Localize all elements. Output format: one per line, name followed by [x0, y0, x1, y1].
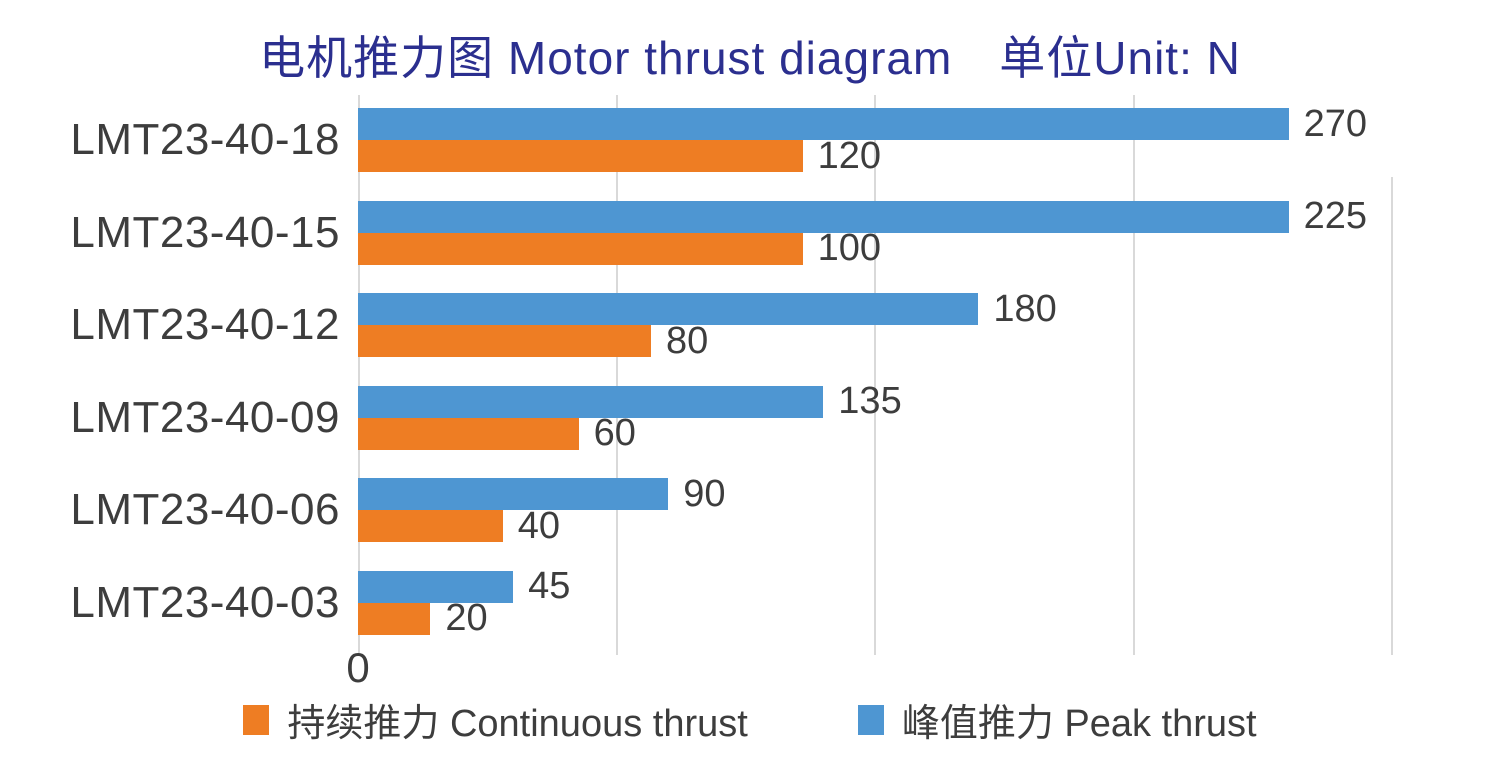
- peak-thrust-bar: [358, 570, 514, 603]
- continuous-thrust-bar: [358, 417, 579, 450]
- peak-value-label: 225: [1303, 195, 1367, 237]
- legend-label: 持续推力 Continuous thrust: [287, 703, 748, 745]
- continuous-value-label: 100: [817, 227, 882, 269]
- category-axis-label: LMT23-40-12: [70, 300, 340, 349]
- gridline: [615, 95, 618, 655]
- peak-value-label: 90: [683, 472, 726, 515]
- x-axis-zero-label: 0: [346, 644, 370, 691]
- legend-item-peak: 峰值推力 Peak thrust: [857, 692, 1257, 747]
- gridline: [1391, 177, 1393, 655]
- continuous-value-label: 80: [665, 319, 709, 362]
- category-axis-label: LMT23-40-09: [70, 392, 340, 442]
- category-axis-label: LMT23-40-18: [70, 115, 340, 164]
- peak-thrust-bar: [358, 478, 669, 510]
- peak-thrust-bar: [358, 108, 1289, 140]
- peak-thrust-bar: [358, 385, 824, 418]
- continuous-value-label: 20: [445, 597, 488, 639]
- peak-value-label: 270: [1303, 102, 1367, 145]
- continuous-thrust-bar: [358, 232, 803, 265]
- category-axis-label: LMT23-40-06: [70, 485, 340, 534]
- continuous-thrust-bar: [358, 140, 803, 172]
- peak-value-label: 135: [838, 380, 902, 422]
- legend-swatch-continuous: [243, 704, 270, 735]
- continuous-value-label: 40: [517, 504, 561, 547]
- legend: 持续推力 Continuous thrust 峰值推力 Peak thrust: [0, 692, 1500, 747]
- gridline: [874, 95, 876, 655]
- gridline: [1132, 95, 1135, 655]
- peak-value-label: 45: [528, 565, 571, 607]
- legend-label: 峰值推力 Peak thrust: [901, 703, 1257, 745]
- continuous-thrust-bar: [358, 602, 431, 635]
- y-axis-line: [358, 95, 360, 655]
- continuous-thrust-bar: [358, 510, 503, 542]
- continuous-value-label: 60: [593, 412, 636, 454]
- continuous-thrust-bar: [358, 325, 651, 357]
- legend-item-continuous: 持续推力 Continuous thrust: [243, 692, 748, 747]
- peak-thrust-bar: [358, 293, 979, 325]
- category-axis-label: LMT23-40-03: [70, 577, 340, 627]
- peak-value-label: 180: [993, 287, 1057, 330]
- legend-swatch-peak: [857, 704, 884, 735]
- chart-title: 电机推力图 Motor thrust diagram 单位Unit: N: [259, 32, 1241, 84]
- continuous-value-label: 120: [817, 134, 882, 177]
- peak-thrust-bar: [358, 200, 1289, 233]
- plot-area: 270 120 225 100 180 80 135 60 90 40 45 20: [358, 95, 1393, 655]
- category-axis-label: LMT23-40-15: [70, 207, 340, 257]
